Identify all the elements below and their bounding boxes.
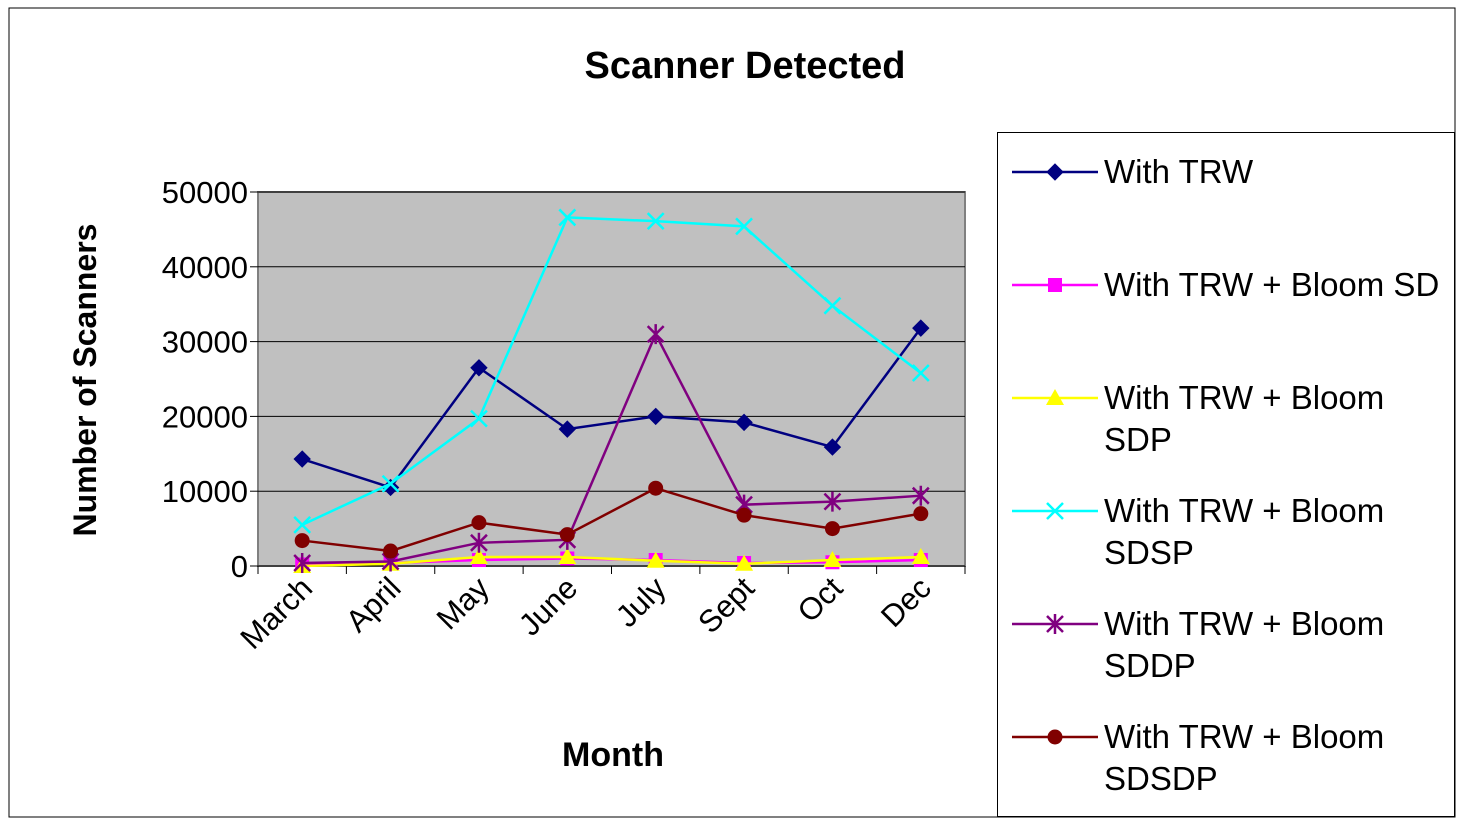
marker (293, 553, 312, 574)
marker (383, 543, 399, 559)
legend-swatch (1012, 502, 1098, 520)
marker (293, 515, 312, 534)
marker (646, 212, 665, 231)
marker (293, 450, 311, 468)
marker (911, 364, 930, 382)
legend-label: With TRW + Bloom SDSP (1104, 492, 1385, 571)
marker (646, 407, 665, 426)
marker (558, 420, 577, 438)
y-tick-label: 40000 (162, 250, 248, 285)
series-line (302, 486, 922, 553)
legend: With TRW With TRW + Bloom SD With TRW + Bl… (997, 132, 1455, 817)
marker (735, 413, 753, 432)
marker (470, 359, 488, 377)
plot-area (257, 191, 966, 567)
marker (381, 474, 400, 493)
marker (559, 527, 575, 543)
legend-entry: With TRW + Bloom SDSDP (998, 716, 1454, 800)
marker (823, 438, 842, 456)
marker (1046, 163, 1064, 181)
y-tick-label: 20000 (162, 399, 248, 434)
legend-label: With TRW + Bloom SDDP (1104, 605, 1385, 684)
marker (1046, 389, 1064, 405)
marker (558, 548, 577, 565)
series-line (301, 216, 922, 526)
legend-label: With TRW + Bloom SDP (1104, 379, 1385, 458)
marker (1048, 278, 1062, 292)
legend-swatch (1012, 163, 1098, 181)
marker (648, 480, 664, 496)
marker (913, 506, 929, 522)
marker (912, 319, 930, 337)
marker (823, 491, 842, 512)
marker (381, 478, 400, 497)
legend-entry: With TRW (998, 151, 1454, 193)
y-tick-label: 10000 (162, 474, 248, 509)
chart-title: Scanner Detected (584, 45, 905, 87)
legend-label: With TRW (1104, 153, 1254, 190)
marker (1047, 729, 1063, 745)
marker (735, 554, 754, 571)
x-axis-title: Month (562, 736, 664, 774)
y-tick-label: 30000 (162, 325, 248, 360)
marker (735, 217, 753, 236)
marker (911, 548, 930, 565)
marker (823, 551, 842, 568)
marker (558, 208, 577, 227)
series-line (301, 327, 922, 489)
legend-swatch (1012, 729, 1098, 745)
marker (646, 324, 665, 345)
legend-swatch (1012, 389, 1098, 405)
marker (1046, 502, 1064, 520)
marker (736, 507, 752, 523)
legend-entry: With TRW + Bloom SDDP (998, 603, 1454, 687)
marker (294, 533, 310, 549)
marker (824, 521, 840, 537)
marker (471, 515, 487, 531)
legend-entry: With TRW + Bloom SDP (998, 377, 1454, 461)
marker (911, 485, 930, 506)
legend-label: With TRW + Bloom SDSDP (1104, 718, 1385, 797)
y-tick-label: 50000 (162, 175, 248, 210)
legend-label: With TRW + Bloom SD (1104, 266, 1440, 303)
marker (469, 548, 488, 565)
marker (470, 532, 488, 553)
y-axis-title: Number of Scanners (67, 224, 103, 537)
series-line (302, 555, 921, 568)
legend-swatch (1012, 614, 1098, 634)
marker (646, 551, 665, 568)
y-tick-label: 0 (231, 549, 248, 584)
marker (823, 296, 842, 315)
legend-entry: With TRW + Bloom SD (998, 264, 1454, 306)
legend-swatch (1012, 278, 1098, 292)
marker (470, 409, 488, 428)
marker (1046, 614, 1064, 634)
series-line (302, 331, 921, 565)
legend-entry: With TRW + Bloom SDSP (998, 490, 1454, 574)
